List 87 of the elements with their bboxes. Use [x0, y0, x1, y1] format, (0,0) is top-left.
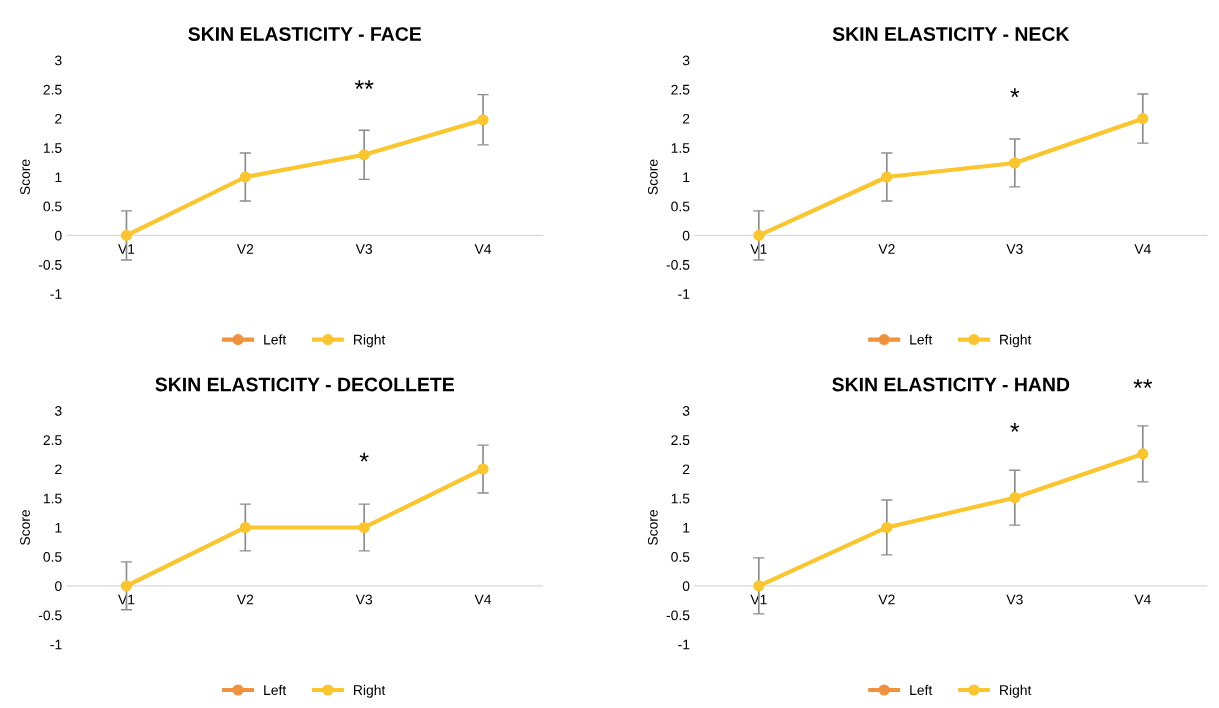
point	[120, 229, 133, 241]
y-tick-label: 0	[682, 581, 690, 592]
annotation: *	[359, 452, 369, 462]
y-axis-title: Score	[20, 159, 30, 195]
chart-title: SKIN ELASTICITY - FACE	[188, 27, 422, 41]
x-tick-label: V3	[355, 244, 373, 254]
y-tick-label: 2.5	[671, 435, 690, 446]
x-tick-label: V2	[236, 244, 254, 254]
x-tick-label: V3	[1006, 244, 1023, 254]
point	[881, 171, 893, 183]
point	[753, 229, 765, 241]
point	[1137, 448, 1149, 460]
point	[1009, 492, 1021, 504]
annotation: **	[354, 80, 374, 89]
y-tick-label: -1	[678, 289, 690, 299]
legend-label: Left	[910, 334, 933, 345]
x-tick-label: V1	[118, 594, 135, 605]
y-tick-label: 3	[54, 405, 62, 416]
y-tick-label: 3	[682, 55, 690, 66]
point	[358, 149, 370, 161]
x-tick-label: V2	[878, 594, 895, 605]
y-tick-label: 2	[682, 113, 690, 124]
y-tick-label: 2	[55, 113, 62, 124]
y-tick-label: 1.5	[43, 493, 62, 504]
point	[753, 580, 765, 592]
point	[239, 521, 251, 534]
y-tick-label: 1.5	[43, 143, 62, 153]
legend-label: Left	[264, 334, 287, 345]
x-tick-label: V3	[1006, 594, 1023, 605]
point	[1009, 157, 1021, 169]
legend-label: Right	[354, 334, 386, 348]
y-tick-label: -0.5	[38, 259, 62, 270]
y-axis-title: Score	[647, 509, 658, 545]
y-tick-label: -0.5	[666, 610, 690, 621]
x-tick-label: V4	[474, 594, 492, 605]
y-tick-label: 0.5	[43, 201, 62, 212]
y-tick-label: 0.5	[671, 552, 690, 562]
y-tick-label: -1	[678, 639, 690, 650]
y-tick-label: 0	[55, 581, 62, 592]
annotation: **	[1133, 379, 1153, 389]
legend-label: Right	[1000, 334, 1032, 348]
y-tick-label: 3	[682, 405, 690, 416]
y-tick-label: -1	[50, 639, 62, 650]
y-tick-label: 1	[683, 172, 690, 183]
y-tick-label: 1	[683, 522, 690, 533]
y-tick-label: 2.5	[43, 84, 62, 95]
y-axis-title: Score	[647, 159, 658, 195]
point	[358, 521, 370, 534]
y-tick-label: 0	[55, 230, 62, 241]
x-tick-label: V2	[878, 244, 895, 254]
annotation: *	[1010, 423, 1020, 432]
y-tick-label: 1	[55, 522, 62, 533]
chart-title: SKIN ELASTICITY - DECOLLETE	[155, 377, 454, 392]
point	[1137, 113, 1149, 125]
y-tick-label: 2	[55, 464, 62, 475]
y-tick-label: 1.5	[671, 493, 690, 504]
y-tick-label: 0.5	[43, 552, 62, 562]
x-tick-label: V1	[118, 244, 135, 254]
point	[477, 463, 489, 475]
y-tick-label: 2.5	[671, 84, 690, 95]
x-tick-label: V4	[1134, 244, 1151, 254]
x-tick-label: V4	[1134, 594, 1151, 605]
y-tick-label: 2.5	[43, 435, 62, 446]
legend-label: Right	[1000, 684, 1032, 698]
point	[239, 171, 251, 183]
y-tick-label: 2	[682, 464, 690, 475]
legend-label: Right	[354, 684, 386, 698]
legend-label: Left	[910, 684, 933, 696]
y-tick-label: 3	[54, 55, 62, 66]
y-tick-label: 0	[682, 230, 690, 241]
chart-title: SKIN ELASTICITY - HAND	[832, 377, 1070, 392]
y-tick-label: -1	[50, 289, 62, 299]
y-tick-label: 0.5	[671, 201, 690, 212]
legend-label: Left	[264, 684, 287, 696]
point	[120, 580, 133, 592]
y-axis-title: Score	[20, 509, 30, 545]
y-tick-label: 1	[55, 172, 62, 183]
point	[477, 114, 489, 126]
x-tick-label: V2	[236, 594, 254, 605]
x-tick-label: V3	[355, 594, 373, 605]
y-tick-label: 1.5	[671, 143, 690, 153]
y-tick-label: -0.5	[38, 610, 62, 621]
x-tick-label: V4	[474, 244, 492, 254]
point	[881, 521, 893, 534]
y-tick-label: -0.5	[666, 259, 690, 270]
annotation: *	[1010, 88, 1020, 98]
chart-title: SKIN ELASTICITY - NECK	[832, 27, 1070, 41]
